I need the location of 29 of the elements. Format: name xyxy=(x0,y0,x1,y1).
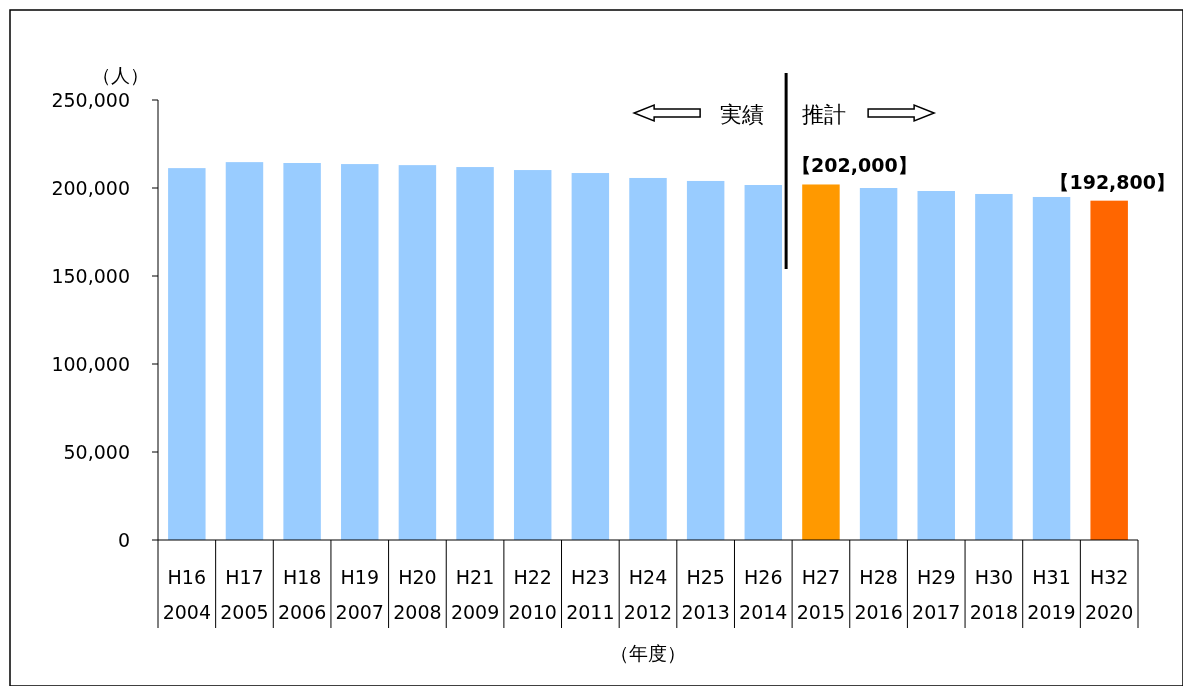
x-tick-label: H18 2006 xyxy=(277,566,327,623)
x-tick-label: H32 2020 xyxy=(1085,566,1134,623)
x-tick-label: H30 2018 xyxy=(969,566,1019,623)
y-tick-label: 50,000 xyxy=(63,441,130,463)
x-tick-label: H22 2010 xyxy=(508,566,557,623)
x-tick-label: H20 2008 xyxy=(393,566,442,623)
x-tick-label: H17 2005 xyxy=(220,566,269,623)
y-axis-title: （人） xyxy=(91,64,149,86)
y-tick-label: 100,000 xyxy=(51,353,130,375)
x-tick-label: H31 2019 xyxy=(1027,566,1076,623)
y-tick-label: 250,000 xyxy=(51,89,130,111)
y-tick-label: 0 xyxy=(117,529,130,551)
x-tick-label: H23 2011 xyxy=(566,566,615,623)
annotation: 推計 xyxy=(802,102,847,127)
x-tick-label: H21 2009 xyxy=(450,566,500,623)
x-axis-title: （年度） xyxy=(610,642,686,664)
x-tick-label: H19 2007 xyxy=(335,566,384,623)
data-label: 【192,800】 xyxy=(1050,170,1175,193)
x-tick-label: H28 2016 xyxy=(854,566,903,623)
data-label: 【202,000】 xyxy=(792,154,917,177)
x-tick-label: H29 2017 xyxy=(912,566,961,623)
x-tick-label: H26 2014 xyxy=(739,566,788,623)
y-tick-label: 150,000 xyxy=(51,265,130,287)
annotation: 実績 xyxy=(720,102,765,127)
x-tick-label: H16 2004 xyxy=(162,566,211,623)
x-tick-label: H27 2015 xyxy=(796,566,846,623)
y-tick-label: 200,000 xyxy=(51,177,130,199)
x-tick-label: H25 2013 xyxy=(681,566,730,623)
x-tick-label: H24 2012 xyxy=(623,566,673,623)
